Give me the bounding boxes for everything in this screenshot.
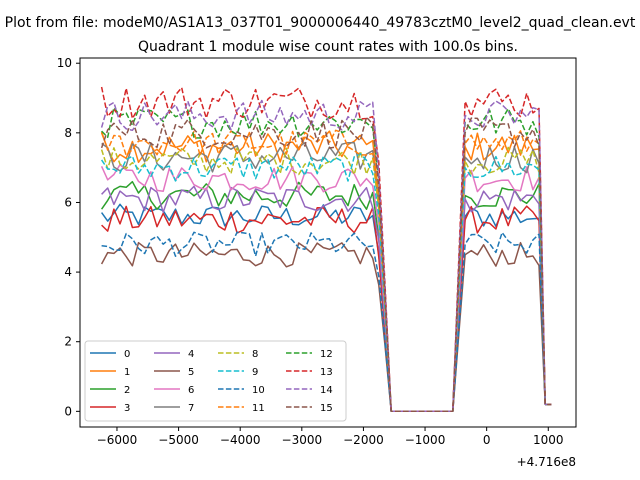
series-line-15 bbox=[100, 116, 552, 413]
y-tick-label: 4 bbox=[64, 265, 72, 279]
legend-label-7: 7 bbox=[188, 403, 194, 414]
series-line-10 bbox=[101, 231, 552, 413]
legend-label-9: 9 bbox=[252, 367, 258, 378]
x-tick-label: −2000 bbox=[343, 433, 384, 447]
y-axis: 0 2 4 6 8 10 bbox=[57, 56, 80, 418]
x-tick-label: 0 bbox=[483, 433, 491, 447]
legend-label-3: 3 bbox=[124, 403, 130, 414]
legend-label-13: 13 bbox=[320, 367, 333, 378]
legend-box bbox=[84, 340, 347, 422]
series-layer bbox=[100, 86, 552, 413]
series-line-14 bbox=[100, 99, 552, 413]
series-line-12 bbox=[101, 106, 552, 413]
series-line-2 bbox=[100, 180, 552, 413]
legend-label-10: 10 bbox=[252, 385, 265, 396]
series-line-5 bbox=[100, 241, 552, 413]
y-tick-label: 10 bbox=[57, 56, 72, 70]
y-tick-label: 0 bbox=[64, 404, 72, 418]
legend-label-2: 2 bbox=[124, 385, 130, 396]
legend-label-11: 11 bbox=[252, 403, 265, 414]
legend-label-4: 4 bbox=[188, 349, 194, 360]
x-tick-label: −3000 bbox=[282, 433, 323, 447]
legend-label-12: 12 bbox=[320, 349, 333, 360]
legend-label-14: 14 bbox=[320, 385, 333, 396]
axes-frame bbox=[79, 57, 577, 428]
y-tick-label: 8 bbox=[64, 126, 72, 140]
x-tick-label: 1000 bbox=[533, 433, 564, 447]
legend-label-5: 5 bbox=[188, 367, 194, 378]
legend-label-6: 6 bbox=[188, 385, 194, 396]
series-line-9 bbox=[100, 153, 552, 413]
chart-title: Quadrant 1 module wise count rates with … bbox=[138, 39, 518, 55]
x-tick-label: −5000 bbox=[158, 433, 199, 447]
figure-suptitle: Plot from file: modeM0/AS1A13_037T01_900… bbox=[5, 15, 636, 31]
legend-label-8: 8 bbox=[252, 349, 258, 360]
series-line-6 bbox=[100, 163, 552, 413]
x-tick-label: −1000 bbox=[405, 433, 446, 447]
x-tick-label: −4000 bbox=[220, 433, 261, 447]
legend-label-0: 0 bbox=[124, 349, 130, 360]
y-tick-label: 6 bbox=[64, 195, 72, 209]
x-tick-label: −6000 bbox=[97, 433, 138, 447]
series-line-13 bbox=[100, 86, 552, 413]
legend-label-1: 1 bbox=[124, 367, 130, 378]
series-line-8 bbox=[100, 146, 552, 413]
series-line-4 bbox=[101, 185, 552, 413]
series-line-3 bbox=[101, 205, 552, 413]
y-tick-label: 2 bbox=[64, 335, 72, 349]
x-offset-label: +4.716e8 bbox=[517, 455, 576, 469]
x-axis: −6000 −5000 −4000 −3000 −2000 −1000 0 1000 bbox=[97, 427, 564, 447]
legend-label-15: 15 bbox=[320, 403, 333, 414]
